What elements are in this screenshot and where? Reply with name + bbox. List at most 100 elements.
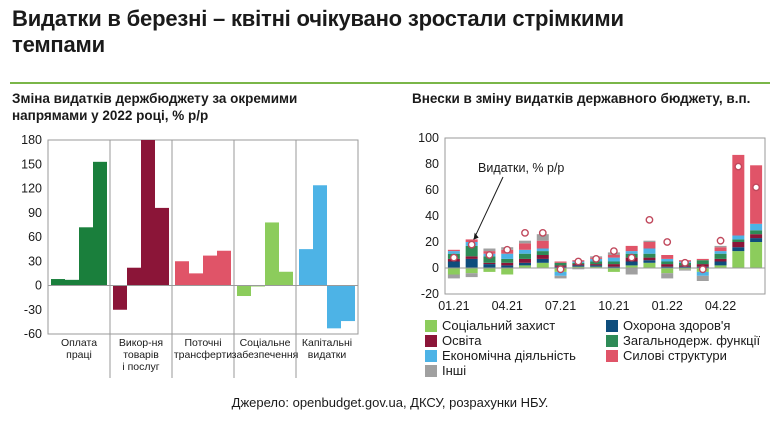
stacked-segment [732, 251, 745, 268]
stacked-segment [536, 251, 549, 255]
stacked-segment [732, 235, 745, 240]
stacked-segment [661, 258, 674, 262]
stacked-segment [661, 266, 674, 268]
stacked-segment [661, 273, 674, 279]
stacked-segment [536, 258, 549, 263]
y-tick-label: 60 [425, 183, 439, 197]
legend-item-security: Силові структури [606, 348, 727, 363]
total-marker [645, 216, 654, 224]
annotation-arrowhead [473, 232, 479, 240]
bar [51, 279, 65, 286]
bar [279, 271, 293, 286]
stacked-segment [643, 248, 656, 254]
bar [127, 267, 141, 286]
legend-label: Соціальний захист [442, 318, 556, 333]
y-tick-label: 0 [35, 279, 42, 293]
legend-item-social: Соціальний захист [425, 318, 555, 333]
stacked-segment [607, 268, 620, 272]
legend-label: Охорона здоров'я [623, 318, 731, 333]
total-marker [627, 253, 636, 262]
left-chart-title: Зміна видатків держбюджету за окремими н… [12, 91, 298, 123]
legend-item-education: Освіта [425, 333, 481, 348]
total-marker [663, 238, 672, 246]
total-marker [716, 236, 725, 245]
stacked-segment [572, 268, 585, 270]
total-marker [698, 265, 707, 274]
stacked-segment [536, 234, 549, 241]
legend-swatch [425, 319, 437, 332]
stacked-segment [447, 249, 460, 252]
legend-label: Економічна діяльність [442, 348, 576, 363]
total-marker [538, 229, 547, 237]
stacked-segment [590, 266, 603, 268]
stacked-segment [536, 248, 549, 252]
stacked-segment [483, 248, 496, 252]
stacked-segment [714, 253, 727, 259]
stacked-segment [607, 266, 620, 268]
stacked-segment [501, 262, 514, 266]
total-marker [503, 245, 512, 254]
stacked-segment [679, 269, 691, 271]
legend-label: Інші [442, 363, 467, 378]
bar [113, 285, 127, 310]
total-marker [574, 257, 583, 266]
stacked-segment [625, 251, 638, 254]
bar [203, 255, 217, 286]
stacked-segment [572, 266, 585, 268]
x-category-label: забезпечення [232, 349, 299, 361]
stacked-segment [696, 271, 709, 276]
stacked-segment [679, 266, 691, 268]
y-tick-label: 0 [432, 261, 439, 275]
total-marker [521, 229, 529, 237]
stacked-segment [501, 253, 514, 259]
stacked-segment [465, 245, 478, 257]
legend-swatch [606, 349, 618, 362]
stacked-segment [501, 265, 514, 268]
title-divider [10, 82, 770, 84]
legend-item-general: Загальнодерж. функції [606, 333, 760, 348]
stacked-segment [714, 247, 727, 252]
bar [79, 227, 93, 286]
stacked-segment [696, 258, 709, 261]
bar [93, 161, 107, 286]
bar [65, 279, 79, 286]
stacked-segment [501, 268, 514, 275]
source-note: Джерело: openbudget.gov.ua, ДКСУ, розрах… [231, 395, 549, 410]
stacked-segment [519, 258, 531, 263]
stacked-segment [483, 256, 496, 263]
y-tick-label: 20 [425, 235, 439, 249]
stacked-segment [465, 258, 478, 268]
stacked-segment [661, 261, 674, 265]
annotation-label: Видатки, % р/р [478, 161, 564, 175]
annotation-arrow [473, 176, 504, 240]
right-stacked-chart: -20 0 20 40 60 80 100 01.21 04.21 07.21 10.21 01.22… [418, 131, 766, 313]
stacked-segment [607, 257, 620, 262]
y-tick-label: 30 [28, 254, 42, 268]
stacked-segment [732, 154, 745, 236]
legend-swatch [606, 334, 618, 347]
stacked-segment [590, 261, 603, 265]
bar [217, 250, 231, 286]
total-marker [681, 258, 689, 267]
stacked-segment [590, 265, 603, 267]
stacked-segment [554, 262, 567, 266]
total-marker [485, 251, 494, 259]
stacked-segment [554, 261, 567, 263]
stacked-segment [750, 242, 763, 268]
x-category-label: праці [66, 349, 92, 361]
stacked-segment [714, 245, 727, 248]
y-tick-label: 100 [418, 131, 439, 145]
x-tick-label: 01.21 [438, 299, 469, 313]
stacked-segment [465, 268, 478, 274]
stacked-segment [679, 268, 691, 270]
y-tick-label: -60 [24, 327, 42, 341]
y-tick-label: -30 [24, 303, 42, 317]
y-tick-label: 60 [28, 230, 42, 244]
legend-item-economic: Економічна діяльність [425, 348, 576, 363]
bar [299, 249, 313, 286]
stacked-segment [625, 261, 638, 266]
stacked-segment [625, 245, 638, 252]
x-tick-label: 10.21 [598, 299, 629, 313]
stacked-segment [519, 265, 531, 268]
